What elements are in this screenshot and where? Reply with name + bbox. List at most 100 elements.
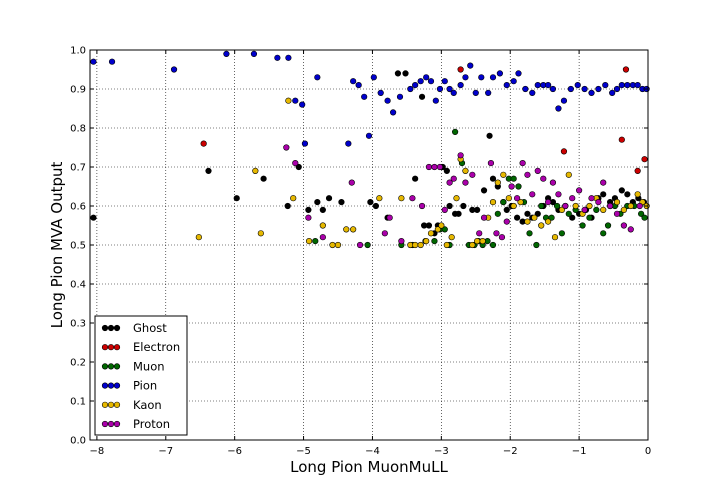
data-point	[503, 81, 510, 89]
legend-label: Pion	[133, 379, 157, 393]
data-point	[314, 74, 321, 81]
data-point	[613, 199, 621, 206]
data-point	[325, 195, 333, 202]
data-point	[418, 93, 426, 100]
data-point	[448, 234, 455, 241]
data-point	[431, 238, 438, 245]
data-point	[285, 54, 292, 61]
data-point	[489, 175, 497, 182]
data-point	[565, 171, 572, 178]
data-point	[319, 222, 326, 229]
data-point	[479, 238, 486, 245]
data-point	[474, 206, 481, 213]
legend-box	[94, 315, 188, 436]
data-point	[638, 210, 645, 217]
data-point	[540, 175, 547, 182]
data-point	[565, 210, 572, 217]
x-tick-label: −8	[90, 446, 105, 457]
data-point	[372, 202, 379, 210]
x-tick-label: 0	[645, 446, 651, 457]
legend-label: Proton	[133, 417, 170, 431]
data-point	[634, 81, 641, 89]
data-point	[595, 85, 602, 93]
data-point	[548, 214, 555, 221]
data-point	[609, 89, 616, 96]
data-point	[618, 136, 625, 143]
data-point	[365, 132, 373, 139]
data-point	[622, 66, 630, 73]
data-point	[457, 81, 464, 89]
data-point	[472, 89, 479, 96]
y-tick-label: 0.5	[70, 241, 86, 252]
data-point	[274, 54, 281, 61]
data-point	[398, 238, 405, 245]
data-point	[250, 50, 258, 58]
data-point	[489, 74, 497, 81]
data-point	[305, 238, 313, 245]
legend-marker	[113, 401, 121, 408]
x-tick-label: −6	[227, 446, 242, 457]
data-point	[446, 85, 453, 93]
data-point	[641, 156, 648, 163]
data-point	[567, 85, 574, 93]
data-point	[586, 202, 593, 210]
legend-marker	[113, 344, 121, 351]
legend-label: Ghost	[133, 321, 167, 335]
data-point	[108, 58, 116, 65]
data-point	[443, 167, 450, 174]
data-point	[486, 132, 493, 139]
x-tick-label: −2	[503, 446, 518, 457]
y-tick-label: 0.8	[70, 124, 86, 135]
legend-marker	[101, 363, 109, 370]
data-point	[223, 50, 230, 58]
data-point	[588, 195, 595, 202]
data-point	[613, 85, 621, 93]
data-point	[480, 187, 488, 194]
x-tick-label: −4	[365, 446, 380, 457]
data-point	[555, 105, 562, 112]
x-axis-label: Long Pion MuonMuLL	[290, 458, 448, 476]
data-point	[572, 202, 579, 210]
data-point	[446, 179, 453, 186]
legend-label: Kaon	[133, 398, 162, 412]
legend-marker	[101, 382, 109, 389]
data-point	[613, 210, 621, 217]
data-point	[381, 230, 388, 237]
data-point	[431, 163, 438, 171]
data-point	[586, 214, 593, 221]
x-tick-label: −5	[296, 446, 311, 457]
data-point	[409, 195, 416, 202]
data-point	[348, 179, 355, 186]
data-point	[350, 226, 357, 233]
data-point	[462, 167, 469, 174]
legend-marker	[113, 324, 121, 332]
data-points	[90, 50, 650, 249]
data-point	[345, 140, 352, 147]
legend-marker	[107, 324, 115, 332]
data-point	[90, 214, 97, 221]
legend-marker	[107, 401, 115, 408]
data-point	[498, 234, 506, 241]
data-point	[260, 175, 267, 182]
data-point	[636, 202, 643, 210]
data-point	[290, 195, 297, 202]
data-point	[417, 78, 424, 85]
data-point	[534, 210, 541, 217]
data-point	[343, 226, 350, 233]
axis-ticks: −8 −7 −6 −5 −4 −3 −2 −1 0 0.0 0.1 0.2 0.3 0.4 0.5 0.6 0.…	[70, 46, 651, 458]
data-point	[350, 78, 357, 85]
x-tick-label: −3	[434, 446, 449, 457]
y-tick-label: 0.0	[70, 436, 86, 447]
data-point	[450, 175, 457, 182]
data-point	[558, 206, 565, 213]
legend-marker	[113, 382, 121, 389]
series-proton	[283, 144, 643, 249]
data-point	[453, 195, 460, 202]
data-point	[334, 241, 342, 249]
data-point	[338, 199, 345, 206]
data-point	[460, 202, 467, 210]
data-point	[480, 214, 488, 221]
data-point	[319, 206, 326, 213]
data-point	[593, 206, 600, 213]
